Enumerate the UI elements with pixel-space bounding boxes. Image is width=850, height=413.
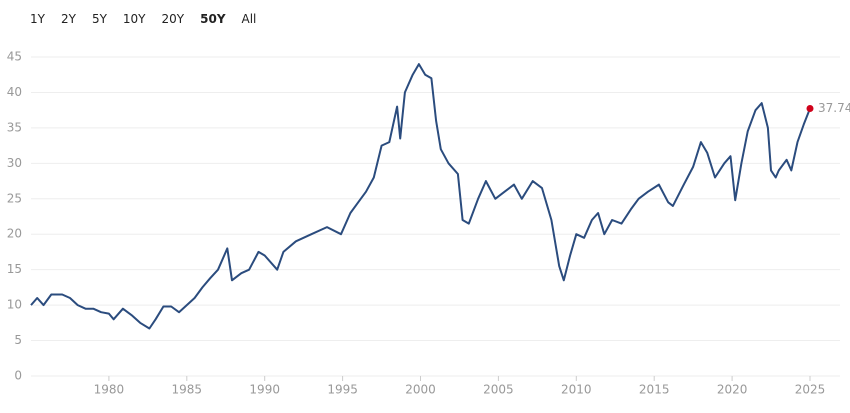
x-tick-label: 1980	[94, 383, 125, 397]
x-tick-label: 1995	[327, 383, 358, 397]
range-button[interactable]: All	[241, 12, 257, 26]
y-tick-label: 15	[7, 262, 22, 276]
last-point	[806, 104, 814, 112]
x-tick-label: 2005	[483, 383, 514, 397]
y-tick-label: 30	[7, 156, 22, 170]
x-tick-label: 2020	[717, 383, 748, 397]
y-tick-label: 45	[7, 50, 22, 64]
range-buttons: 1Y 2Y 5Y 10Y 20Y 50Y All	[22, 12, 264, 26]
last-value-label: 37.74	[818, 101, 850, 115]
y-tick-label: 25	[7, 191, 22, 205]
y-tick-label: 5	[14, 333, 22, 347]
line	[30, 63, 811, 330]
y-tick-label: 40	[7, 85, 22, 99]
y-tick-label: 10	[7, 298, 22, 312]
range-button[interactable]: 2Y	[60, 12, 76, 26]
y-tick-label: 20	[7, 227, 22, 241]
y-tick-label: 35	[7, 120, 22, 134]
x-tick-label: 2015	[639, 383, 670, 397]
x-tick-label: 1990	[249, 383, 280, 397]
range-button[interactable]: 50Y	[200, 12, 226, 26]
x-tick-label: 2000	[405, 383, 436, 397]
y-tick-label: 0	[14, 369, 22, 383]
x-tick-label: 2025	[795, 383, 826, 397]
range-button[interactable]: 20Y	[161, 12, 185, 26]
range-button[interactable]: 5Y	[91, 12, 107, 26]
x-tick-label: 1985	[172, 383, 203, 397]
range-button[interactable]: 10Y	[122, 12, 146, 26]
range-button[interactable]: 1Y	[30, 12, 45, 26]
x-tick-label: 2010	[561, 383, 592, 397]
